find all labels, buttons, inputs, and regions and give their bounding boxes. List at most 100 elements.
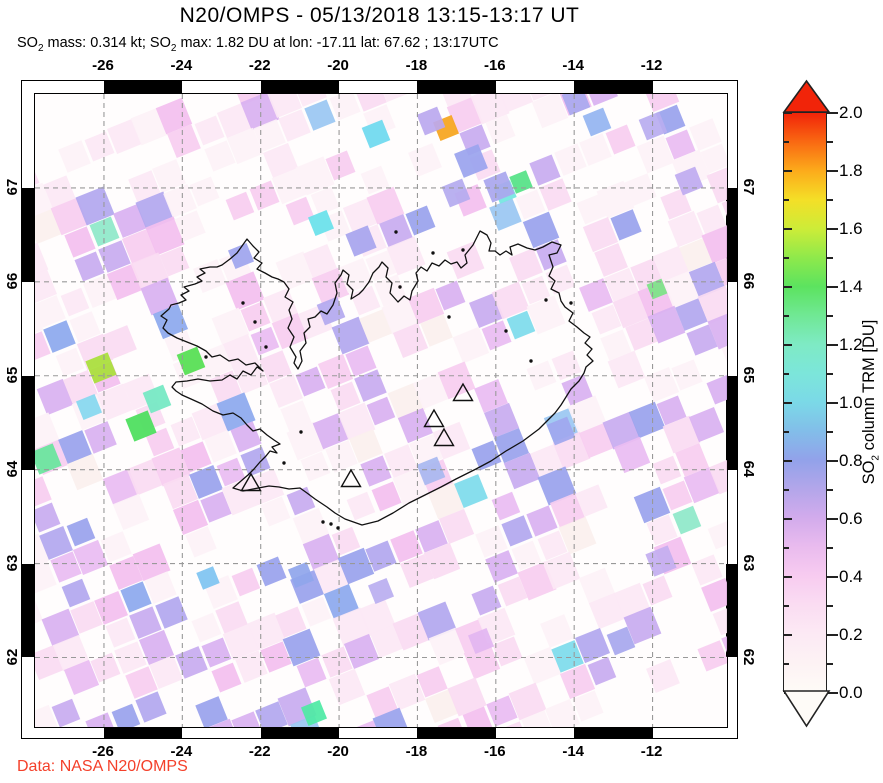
subtitle-stats: SO2 mass: 0.314 kt; SO2 max: 1.82 DU at … [17, 35, 499, 54]
colorbar-tick [826, 344, 838, 346]
map-plot-area [34, 93, 728, 728]
islet-dot [299, 430, 303, 434]
colorbar-minor-tick [784, 199, 789, 201]
colorbar-tick [826, 518, 838, 520]
colorbar-tick [784, 518, 792, 520]
iceland-coastline [160, 230, 594, 526]
colorbar-minor-tick [784, 663, 789, 665]
colorbar-minor-tick [784, 315, 789, 317]
islet-dot [544, 298, 548, 302]
frame-band-segment [260, 727, 340, 739]
colorbar-tick-label: 0.4 [839, 567, 863, 586]
lon-tick-label-bottom: -14 [562, 743, 585, 760]
islet-dot [264, 345, 268, 349]
colorbar-tick [784, 228, 792, 230]
colorbar-tick-label: 1.4 [839, 277, 863, 296]
lon-tick-label-top: -16 [483, 57, 506, 74]
colorbar-tick-label: 0.2 [839, 625, 863, 644]
islet-dot [431, 251, 435, 255]
islet-dot [447, 315, 451, 319]
islet-dot [529, 359, 533, 363]
lat-tick-label-right: 65 [740, 366, 757, 384]
colorbar-tick [826, 576, 838, 578]
colorbar-arrow-svg [781, 79, 831, 113]
islet-dot [321, 520, 325, 524]
volcano-triangle-marker [340, 468, 362, 488]
lat-tick-label-left: 62 [4, 648, 21, 665]
lon-tick-label-bottom: -24 [170, 743, 193, 760]
colorbar-minor-tick [826, 257, 833, 259]
colorbar-minor-tick [826, 373, 833, 375]
lon-tick-label-bottom: -18 [405, 743, 428, 760]
colorbar-tick-label: 1.8 [839, 161, 863, 180]
colorbar-tick [826, 286, 838, 288]
data-source-credit: Data: NASA N20/OMPS [17, 758, 188, 775]
map-frame [21, 80, 738, 739]
colorbar-minor-tick [784, 489, 789, 491]
colorbar-minor-tick [784, 605, 789, 607]
islet-dot [398, 285, 402, 289]
colorbar-minor-tick [784, 257, 789, 259]
lon-tick-label-top: -26 [92, 57, 114, 74]
lon-tick-label-bottom: -22 [248, 743, 271, 760]
colorbar-tick-label: 2.0 [839, 103, 863, 122]
frame-band-segment [574, 727, 653, 739]
lat-tick-label-right: 66 [740, 272, 757, 290]
colorbar-tick-label: 1.6 [839, 219, 863, 238]
islet-dot [394, 230, 398, 234]
lat-tick-label-left: 64 [4, 460, 21, 477]
frame-band-segment [22, 187, 34, 282]
frame-band-segment [574, 81, 653, 93]
colorbar-minor-tick [784, 431, 789, 433]
colorbar-minor-tick [826, 489, 833, 491]
map-overlay-svg [35, 94, 727, 727]
lat-tick-label-left: 66 [4, 272, 21, 290]
frame-band-segment [726, 187, 738, 282]
lon-tick-label-top: -18 [405, 57, 428, 74]
lat-tick-label-right: 62 [740, 648, 757, 665]
lat-tick-label-right: 67 [740, 178, 757, 196]
islet-dot [204, 355, 208, 359]
colorbar-tick [826, 112, 838, 114]
colorbar-tick [826, 460, 838, 462]
islet-dot [241, 301, 245, 305]
colorbar-tick-label: 1.2 [839, 335, 863, 354]
islet-dot [329, 522, 333, 526]
frame-band-segment [260, 81, 340, 93]
islet-dot [569, 301, 573, 305]
frame-band-segment [417, 727, 496, 739]
colorbar-tick [826, 692, 838, 694]
frame-band-segment [22, 375, 34, 470]
colorbar-tick [826, 228, 838, 230]
colorbar-tick [784, 170, 792, 172]
colorbar-tick-label: 0.0 [839, 683, 863, 702]
lon-tick-label-top: -14 [562, 57, 585, 74]
colorbar-tick [784, 344, 792, 346]
islet-dot [504, 329, 508, 333]
lat-tick-label-right: 64 [740, 460, 757, 477]
colorbar-minor-tick [784, 141, 789, 143]
lon-tick-label-bottom: -26 [92, 743, 114, 760]
colorbar-tick [826, 634, 838, 636]
colorbar-minor-tick [826, 141, 833, 143]
page-title: N20/OMPS - 05/13/2018 13:15-13:17 UT [179, 4, 580, 27]
colorbar-tick [784, 460, 792, 462]
lon-tick-label-top: -24 [170, 57, 193, 74]
islet-dot [461, 248, 465, 252]
colorbar-minor-tick [826, 431, 833, 433]
islet-dot [336, 526, 340, 530]
colorbar-tick [784, 402, 792, 404]
colorbar-tick-label: 0.8 [839, 451, 863, 470]
colorbar: SO2 column TRM [DU] 2.0 1.8 1.6 1.4 1.2 1.0 0.… [781, 78, 883, 768]
frame-band-segment [103, 727, 183, 739]
frame-band-segment [726, 563, 738, 658]
colorbar-tick [826, 170, 838, 172]
volcano-triangle-marker [240, 472, 262, 492]
volcano-triangle-marker [452, 382, 474, 402]
colorbar-minor-tick [826, 605, 833, 607]
lat-tick-label-left: 63 [4, 554, 21, 571]
colorbar-tick [784, 576, 792, 578]
volcano-triangle-marker [423, 408, 445, 428]
lat-tick-label-left: 67 [4, 178, 21, 196]
